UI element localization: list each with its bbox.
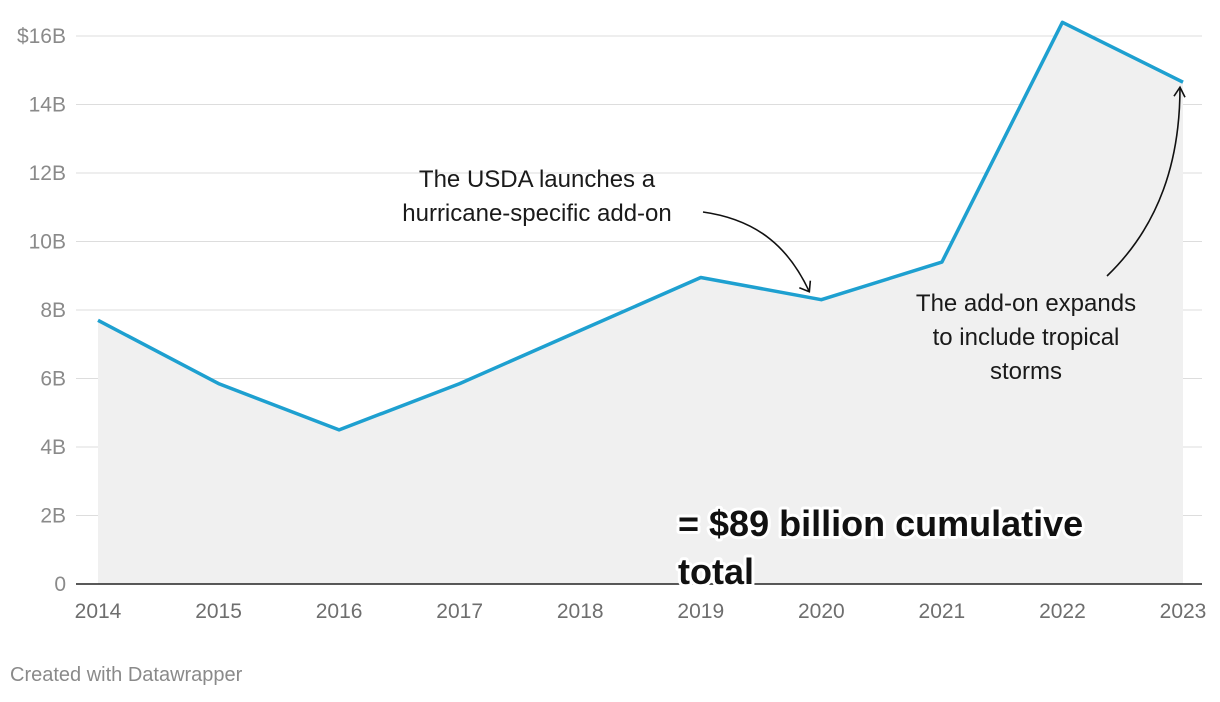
y-tick-label: 6B — [40, 368, 66, 391]
series-line — [97, 20, 1184, 432]
y-tick-label: 10B — [29, 231, 66, 254]
x-tick-label: 2018 — [557, 600, 604, 623]
x-tick-label: 2014 — [75, 600, 122, 623]
y-axis-labels: 0 2B 4B 6B 8B 10B 12B 14B $16B — [17, 25, 66, 596]
y-tick-label: 14B — [29, 94, 66, 117]
annotation-addon-expands: The add-on expands to include tropical sto… — [916, 290, 1136, 385]
annotation-arrow-usda — [702, 211, 811, 293]
annotation-line: The add-on expands — [916, 290, 1136, 317]
x-tick-label: 2019 — [677, 600, 724, 623]
x-tick-label: 2020 — [798, 600, 845, 623]
y-tick-label: 4B — [40, 436, 66, 459]
x-axis-labels: 2014 2015 2016 2017 2018 2019 2020 2021 2022 2023 — [75, 600, 1207, 623]
x-tick-label: 2017 — [436, 600, 483, 623]
annotation-line: to include tropical — [933, 324, 1120, 351]
annotation-line: = $89 billion cumulative — [678, 503, 1083, 544]
x-tick-label: 2015 — [195, 600, 242, 623]
x-tick-label: 2023 — [1160, 600, 1207, 623]
annotation-line: total — [678, 551, 754, 592]
x-tick-label: 2016 — [316, 600, 363, 623]
y-tick-label: $16B — [17, 25, 66, 48]
annotation-arrow-expand — [1106, 87, 1181, 277]
footer-credit: Created with Datawrapper — [10, 664, 243, 686]
annotation-line: The USDA launches a — [419, 166, 656, 193]
x-tick-label: 2021 — [919, 600, 966, 623]
y-tick-label: 0 — [54, 573, 66, 596]
annotation-arrowhead-usda — [799, 280, 812, 293]
y-tick-label: 8B — [40, 299, 66, 322]
annotation-usda-launch: The USDA launches a hurricane-specific ad… — [402, 166, 671, 227]
annotation-arrowhead-expand — [1173, 85, 1186, 98]
y-tick-label: 12B — [29, 162, 66, 185]
y-tick-label: 2B — [40, 505, 66, 528]
annotation-line: hurricane-specific add-on — [402, 200, 671, 227]
cumulative-total-label: = $89 billion cumulative total — [678, 503, 1083, 592]
area-fill — [98, 22, 1183, 585]
x-tick-label: 2022 — [1039, 600, 1086, 623]
annotation-line: storms — [990, 358, 1062, 385]
